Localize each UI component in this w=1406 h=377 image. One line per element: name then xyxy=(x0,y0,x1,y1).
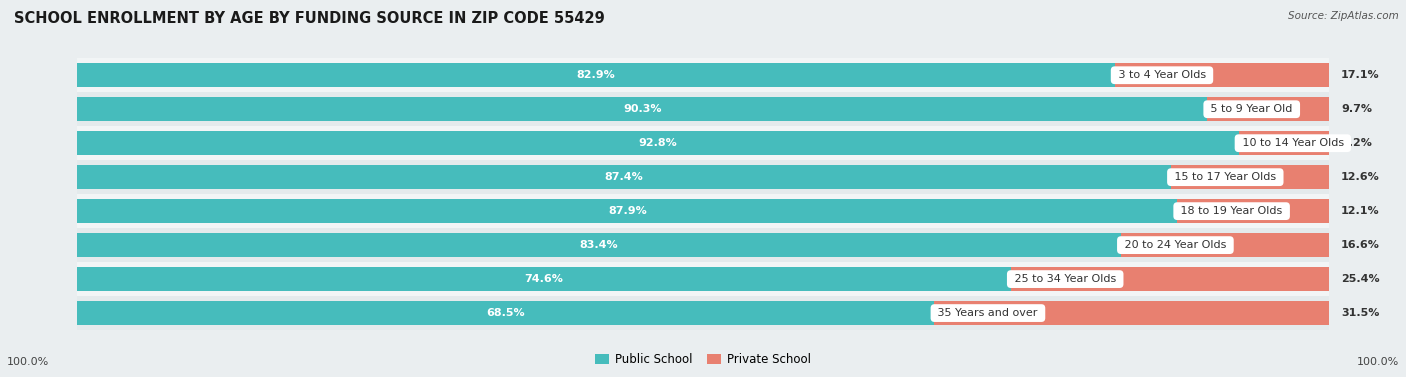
Text: 7.2%: 7.2% xyxy=(1341,138,1372,148)
Text: 12.1%: 12.1% xyxy=(1341,206,1379,216)
Bar xyxy=(77,301,935,325)
Text: 92.8%: 92.8% xyxy=(638,138,678,148)
Text: 25.4%: 25.4% xyxy=(1341,274,1379,284)
Text: 74.6%: 74.6% xyxy=(524,274,564,284)
Bar xyxy=(77,262,1329,296)
Text: 10 to 14 Year Olds: 10 to 14 Year Olds xyxy=(1239,138,1347,148)
Bar xyxy=(77,97,1208,121)
Text: 18 to 19 Year Olds: 18 to 19 Year Olds xyxy=(1177,206,1286,216)
Bar xyxy=(77,228,1329,262)
Text: 83.4%: 83.4% xyxy=(579,240,619,250)
Text: 100.0%: 100.0% xyxy=(7,357,49,367)
Text: 68.5%: 68.5% xyxy=(486,308,526,318)
Bar xyxy=(935,301,1329,325)
Bar xyxy=(1171,165,1329,189)
Text: 20 to 24 Year Olds: 20 to 24 Year Olds xyxy=(1121,240,1230,250)
Bar xyxy=(77,233,1121,257)
Text: 5 to 9 Year Old: 5 to 9 Year Old xyxy=(1208,104,1296,114)
Text: 25 to 34 Year Olds: 25 to 34 Year Olds xyxy=(1011,274,1119,284)
Bar xyxy=(1177,199,1329,224)
Bar xyxy=(77,131,1239,155)
Bar xyxy=(1115,63,1329,87)
Bar xyxy=(1208,97,1329,121)
Text: 87.4%: 87.4% xyxy=(605,172,644,182)
Text: 82.9%: 82.9% xyxy=(576,70,616,80)
Legend: Public School, Private School: Public School, Private School xyxy=(591,349,815,371)
Text: 12.6%: 12.6% xyxy=(1341,172,1379,182)
Text: 100.0%: 100.0% xyxy=(1357,357,1399,367)
Bar xyxy=(77,63,1115,87)
Text: 87.9%: 87.9% xyxy=(607,206,647,216)
Bar xyxy=(1121,233,1329,257)
Text: Source: ZipAtlas.com: Source: ZipAtlas.com xyxy=(1288,11,1399,21)
Bar xyxy=(1239,131,1329,155)
Bar xyxy=(77,92,1329,126)
Bar xyxy=(77,126,1329,160)
Bar xyxy=(77,199,1177,224)
Text: 3 to 4 Year Olds: 3 to 4 Year Olds xyxy=(1115,70,1209,80)
Bar xyxy=(77,194,1329,228)
Text: SCHOOL ENROLLMENT BY AGE BY FUNDING SOURCE IN ZIP CODE 55429: SCHOOL ENROLLMENT BY AGE BY FUNDING SOUR… xyxy=(14,11,605,26)
Bar xyxy=(77,165,1171,189)
Bar xyxy=(77,58,1329,92)
Text: 90.3%: 90.3% xyxy=(623,104,662,114)
Bar xyxy=(77,160,1329,194)
Bar xyxy=(77,296,1329,330)
Text: 17.1%: 17.1% xyxy=(1341,70,1379,80)
Text: 31.5%: 31.5% xyxy=(1341,308,1379,318)
Bar xyxy=(77,267,1011,291)
Bar xyxy=(1011,267,1329,291)
Text: 35 Years and over: 35 Years and over xyxy=(935,308,1042,318)
Text: 9.7%: 9.7% xyxy=(1341,104,1372,114)
Text: 16.6%: 16.6% xyxy=(1341,240,1381,250)
Text: 15 to 17 Year Olds: 15 to 17 Year Olds xyxy=(1171,172,1279,182)
